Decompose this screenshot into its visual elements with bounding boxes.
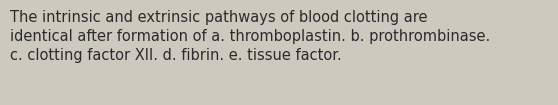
Text: c. clotting factor XII. d. fibrin. e. tissue factor.: c. clotting factor XII. d. fibrin. e. ti…	[10, 48, 341, 63]
Text: The intrinsic and extrinsic pathways of blood clotting are: The intrinsic and extrinsic pathways of …	[10, 10, 427, 25]
Text: identical after formation of a. thromboplastin. b. prothrombinase.: identical after formation of a. thrombop…	[10, 29, 490, 44]
